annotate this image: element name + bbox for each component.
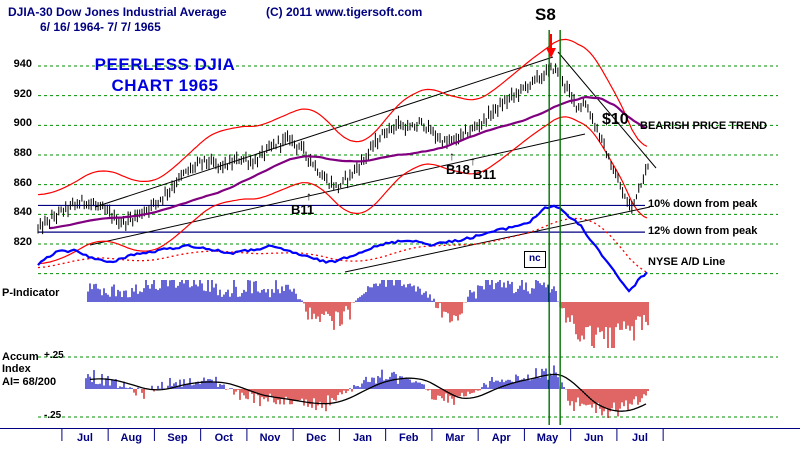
upper-band-line [37, 38, 648, 196]
accum-minus-scale-label: -.25 [44, 410, 62, 421]
sell-arrow-icon [546, 34, 556, 58]
accum-label-line1: Accum [2, 351, 39, 363]
b18-buy-label: B18 [446, 162, 470, 177]
watermark-title-line1: PEERLESS DJIA [94, 55, 236, 74]
long-ma-line [49, 95, 647, 230]
support-reference-lines [38, 204, 645, 233]
b11-up-arrow-icon-right: ↑ [470, 154, 476, 168]
month-label: Feb [398, 432, 419, 444]
accum-index-bars [85, 365, 649, 418]
bearish-trend-label: BEARISH PRICE TREND [640, 120, 768, 132]
month-label: Jul [632, 432, 648, 444]
month-label: Jul [77, 432, 93, 444]
month-axis-ticks [0, 428, 800, 441]
price-tick-label: 920 [13, 87, 32, 100]
month-label: Sep [167, 432, 188, 444]
month-label: Aug [120, 432, 142, 444]
accum-plus-scale-label: +.25 [44, 350, 64, 361]
month-label: Nov [259, 432, 281, 444]
price-tick-label: 860 [13, 176, 32, 189]
month-label: May [536, 432, 559, 444]
nyse-ad-line [37, 204, 648, 293]
accum-label-line2: Index [2, 363, 31, 375]
month-label: Oct [214, 432, 233, 444]
price-tick-label: 940 [13, 58, 32, 70]
month-label: Jan [353, 432, 372, 444]
price-tick-label: 880 [13, 146, 32, 159]
sell-signal-verticals [548, 30, 561, 425]
lower-band-line [37, 116, 648, 265]
nyse-ad-line-label: NYSE A/D Line [648, 256, 726, 268]
watermark-title-line2: CHART 1965 [111, 76, 219, 95]
copyright-label: (C) 2011 www.tigersoft.com [266, 5, 423, 19]
chart-title: DJIA-30 Dow Jones Industrial Average [8, 5, 227, 19]
p-indicator-label: P-Indicator [2, 287, 60, 299]
month-label: Mar [445, 432, 465, 444]
month-label: Jun [583, 432, 604, 444]
b11-up-arrow-icon-left: ↑ [306, 189, 312, 203]
accum-ma-line [89, 373, 647, 412]
s8-sell-label: S8 [535, 5, 556, 24]
price-tick-label: 900 [13, 117, 32, 130]
price-bars [37, 62, 649, 235]
reference-line-label: 10% down from peak [648, 198, 758, 211]
nc-flag: nc [524, 251, 546, 268]
ad-ma-dotted-line [37, 217, 647, 273]
month-label: Apr [491, 432, 511, 444]
b11-buy-label-left: B11 [291, 202, 315, 217]
b11-buy-label-right: B11 [473, 167, 497, 182]
b18-up-arrow-icon: ↑ [449, 149, 455, 163]
date-range-label: 6/ 16/ 1964- 7/ 7/ 1965 [40, 20, 161, 34]
price-target-label: $10 [602, 111, 629, 128]
accum-ai-value: AI= 68/200 [2, 376, 57, 388]
price-tick-label: 840 [13, 206, 32, 219]
price-tick-label: 820 [13, 235, 32, 248]
month-label: Dec [306, 432, 327, 444]
p-indicator-bars [87, 280, 649, 348]
reference-line-label: 12% down from peak [648, 225, 758, 238]
trendlines [89, 51, 657, 273]
